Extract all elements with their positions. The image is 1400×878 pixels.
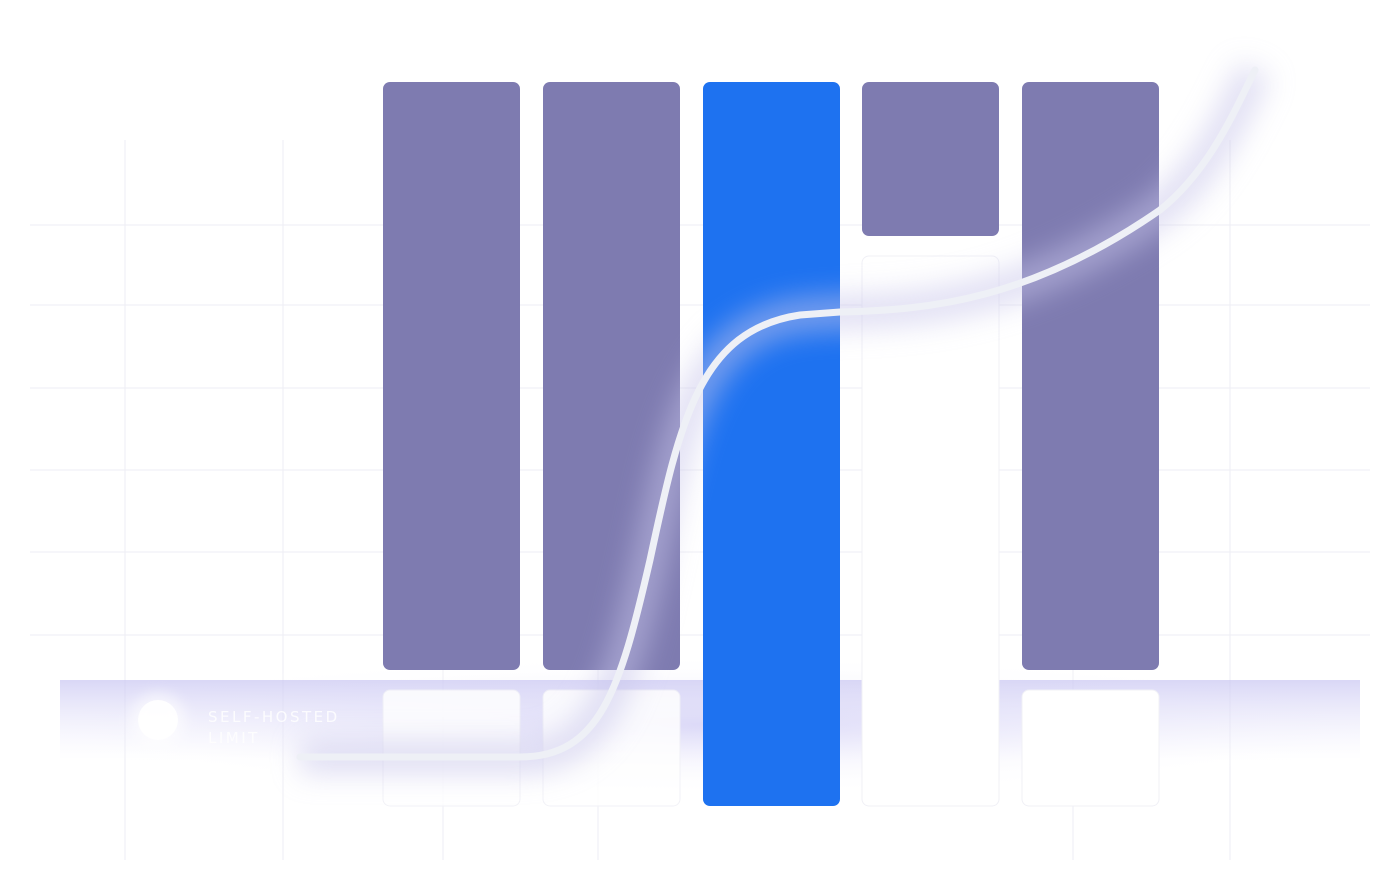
limit-badge: SELF-HOSTED LIMIT	[130, 692, 340, 748]
bar	[862, 82, 999, 236]
block	[861, 255, 1000, 807]
block	[1021, 689, 1160, 807]
bar-highlight	[703, 82, 840, 806]
bar	[1022, 82, 1159, 670]
bar	[383, 82, 520, 670]
curve	[296, 66, 1259, 761]
badge-label: SELF-HOSTED	[208, 708, 340, 726]
lower-blocks	[382, 255, 1160, 807]
badge-label: LIMIT	[208, 729, 260, 747]
badge-icon	[138, 700, 178, 740]
